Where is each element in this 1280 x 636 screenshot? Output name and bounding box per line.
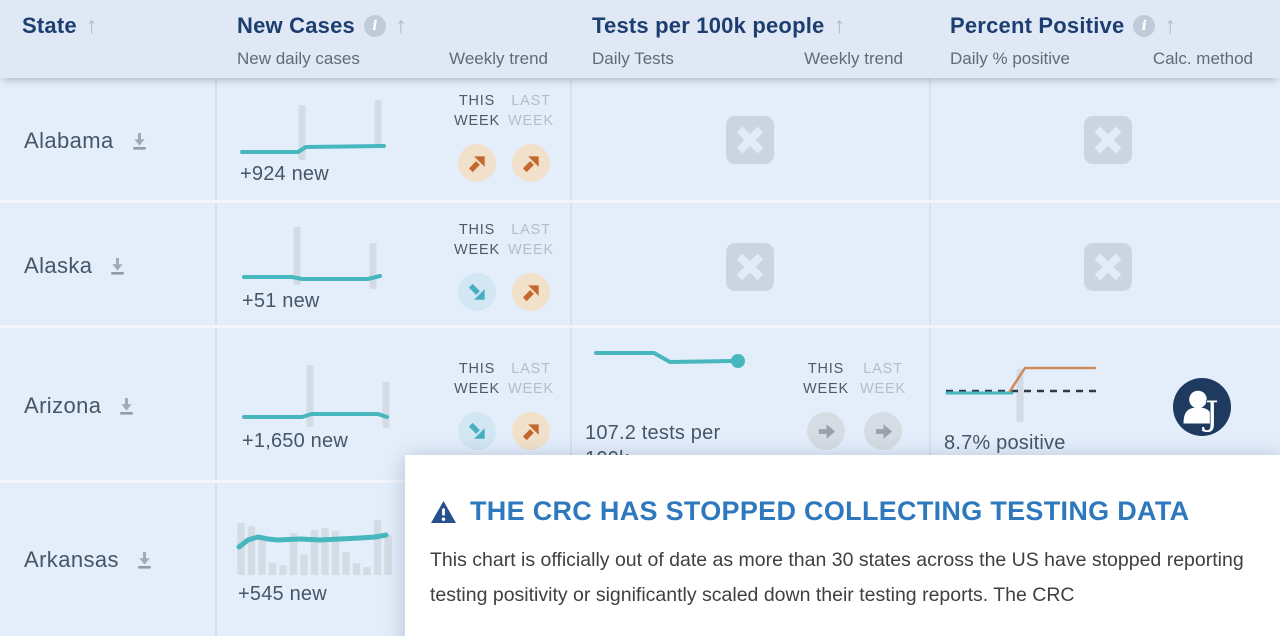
subheader-weekly-trend: Weekly trend	[449, 49, 548, 68]
percent-positive-column-label: Percent Positive	[950, 13, 1125, 38]
this-week-label: THIS WEEK	[803, 361, 849, 397]
info-icon[interactable]: i	[363, 15, 386, 37]
user-avatar-button[interactable]: J	[1173, 378, 1231, 436]
weekly-trend-block: THIS WEEK LAST WEEK	[450, 360, 558, 450]
warning-triangle-icon	[430, 500, 457, 524]
trend-up-arrow-icon	[512, 273, 550, 311]
state-name: Alaska	[24, 252, 93, 278]
state-name: Arizona	[24, 392, 102, 418]
sort-ascending-icon[interactable]: ↑	[1164, 11, 1177, 38]
sort-ascending-icon[interactable]: ↑	[833, 11, 846, 38]
subheader-calc-method: Calc. method	[1152, 49, 1253, 68]
modal-title: THE CRC HAS STOPPED COLLECTING TESTING D…	[470, 496, 1190, 526]
percent-positive-sparkline	[942, 362, 1102, 429]
new-cases-value: +1,650 new	[242, 430, 348, 452]
state-cell: Arizona	[24, 328, 137, 483]
state-column-label: State	[22, 13, 77, 38]
subheaders-tests: Daily Tests Weekly trend	[572, 49, 930, 69]
sort-ascending-icon[interactable]: ↑	[85, 11, 98, 38]
new-cases-sparkline	[238, 95, 388, 170]
column-header-tests[interactable]: Tests per 100k people ↑	[592, 13, 845, 39]
header-col-percent-positive: Percent Positive i ↑ Daily % positive Ca…	[930, 0, 1280, 78]
trend-down-arrow-icon	[458, 273, 496, 311]
trend-down-arrow-icon	[458, 412, 496, 450]
state-cell: Alabama	[24, 78, 150, 203]
table-header: State ↑ New Cases i ↑ New daily cases We…	[0, 0, 1280, 78]
column-header-new-cases[interactable]: New Cases i ↑	[237, 13, 407, 39]
download-icon[interactable]	[116, 395, 137, 416]
last-week-label: LAST WEEK	[508, 222, 554, 258]
warning-modal: THE CRC HAS STOPPED COLLECTING TESTING D…	[405, 455, 1280, 636]
new-cases-value: +545 new	[238, 583, 327, 605]
this-week-label: THIS WEEK	[454, 222, 500, 258]
this-week-label: THIS WEEK	[454, 361, 500, 397]
subheaders-new-cases: New daily cases Weekly trend	[216, 49, 572, 69]
modal-title-row: THE CRC HAS STOPPED COLLECTING TESTING D…	[430, 496, 1280, 527]
subheader-daily-pct-positive: Daily % positive	[950, 49, 1070, 68]
subheader-daily-tests: Daily Tests	[592, 49, 674, 68]
column-header-percent-positive[interactable]: Percent Positive i ↑	[950, 13, 1176, 39]
new-cases-value: +51 new	[242, 290, 320, 312]
subheader-weekly-trend: Weekly trend	[804, 49, 903, 68]
trend-up-arrow-icon	[512, 412, 550, 450]
new-cases-column-label: New Cases	[237, 13, 355, 38]
state-cell: Arkansas	[24, 483, 155, 636]
state-name: Arkansas	[24, 546, 119, 572]
this-week-label: THIS WEEK	[454, 93, 500, 129]
subheader-new-daily-cases: New daily cases	[237, 49, 360, 68]
new-cases-sparkline	[240, 358, 395, 435]
last-week-label: LAST WEEK	[508, 93, 554, 129]
state-row-alaska: Alaska +51 new THIS WEEK LAST WEEK	[0, 203, 1280, 328]
download-icon[interactable]	[107, 255, 128, 276]
trend-flat-arrow-icon	[864, 412, 902, 450]
tests-sparkline	[590, 344, 750, 379]
new-cases-sparkline	[240, 218, 390, 297]
download-icon[interactable]	[134, 549, 155, 570]
column-header-state[interactable]: State ↑	[22, 13, 98, 39]
header-col-state: State ↑	[0, 0, 216, 78]
no-data-x-icon	[725, 242, 775, 292]
state-row-alabama: Alabama +924 new THIS WEEK LAST WEEK	[0, 78, 1280, 203]
state-row-arkansas: Arkansas +545 new	[0, 483, 1280, 636]
last-week-label: LAST WEEK	[508, 361, 554, 397]
row-divider	[0, 325, 1280, 328]
tests-column-label: Tests per 100k people	[592, 13, 825, 38]
no-data-x-icon	[725, 115, 775, 165]
new-cases-sparkline	[236, 512, 398, 583]
sort-ascending-icon[interactable]: ↑	[394, 11, 407, 38]
percent-positive-value: 8.7% positive	[944, 432, 1066, 454]
svg-text:J: J	[1202, 394, 1219, 434]
weekly-trend-block: THIS WEEK LAST WEEK	[450, 221, 558, 311]
trend-up-arrow-icon	[512, 144, 550, 182]
header-col-tests: Tests per 100k people ↑ Daily Tests Week…	[572, 0, 930, 78]
trend-flat-arrow-icon	[807, 412, 845, 450]
last-week-label: LAST WEEK	[860, 361, 906, 397]
modal-body-text: This chart is officially out of date as …	[430, 549, 1244, 606]
state-name: Alabama	[24, 127, 114, 153]
weekly-trend-block: THIS WEEK LAST WEEK	[799, 360, 910, 450]
trend-up-arrow-icon	[458, 144, 496, 182]
info-icon[interactable]: i	[1133, 15, 1156, 37]
state-cell: Alaska	[24, 203, 128, 328]
row-divider	[0, 200, 1280, 203]
no-data-x-icon	[1083, 115, 1133, 165]
new-cases-value: +924 new	[240, 163, 329, 185]
no-data-x-icon	[1083, 242, 1133, 292]
weekly-trend-block: THIS WEEK LAST WEEK	[450, 92, 558, 182]
download-icon[interactable]	[129, 130, 150, 151]
header-col-new-cases: New Cases i ↑ New daily cases Weekly tre…	[216, 0, 572, 78]
subheaders-percent-positive: Daily % positive Calc. method	[930, 49, 1280, 69]
